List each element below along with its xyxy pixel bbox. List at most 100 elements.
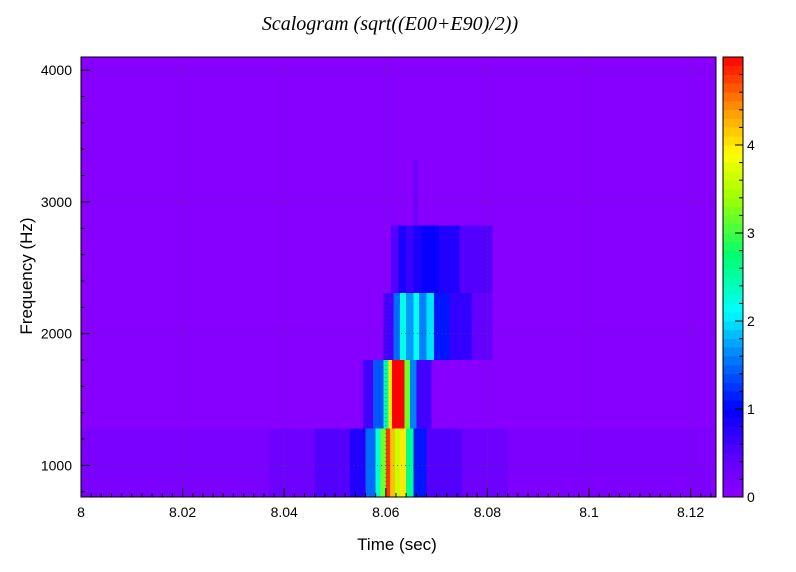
colorbar-tick-label: 1: [747, 401, 755, 417]
colorbar-swatch: [723, 461, 743, 471]
heatmap-cell: [385, 428, 390, 497]
colorbar-swatch: [723, 268, 743, 278]
heatmap-cell: [418, 292, 427, 360]
colorbar-swatch: [723, 74, 743, 84]
heatmap-cell: [406, 428, 414, 497]
colorbar-swatch: [723, 224, 743, 234]
colorbar-swatch: [723, 127, 743, 137]
heatmap-cell: [314, 428, 351, 497]
heatmap-cell: [268, 428, 315, 497]
colorbar-swatch: [723, 312, 743, 322]
heatmap-cell: [462, 428, 508, 497]
heatmap-cell: [416, 359, 432, 429]
y-tick-label: 4000: [41, 62, 72, 78]
colorbar-swatch: [723, 409, 743, 419]
heatmap-cell: [365, 428, 376, 497]
x-tick-label: 8.12: [677, 504, 704, 520]
colorbar-swatch: [723, 136, 743, 146]
heatmap-cell: [426, 292, 435, 360]
colorbar-swatch: [723, 162, 743, 172]
heatmap-cells: [81, 57, 716, 497]
heatmap-cell: [81, 428, 269, 497]
colorbar-ticks: 0 1 2 3 4: [735, 56, 755, 505]
heatmap-cell: [391, 359, 405, 429]
x-tick-label: 8.06: [372, 504, 399, 520]
heatmap-cell: [375, 428, 381, 497]
colorbar-swatch: [723, 382, 743, 392]
heatmap-cell: [400, 428, 407, 497]
colorbar-swatch: [723, 338, 743, 348]
colorbar-swatch: [723, 277, 743, 287]
colorbar-swatch: [723, 294, 743, 304]
heatmap-cell: [362, 359, 374, 429]
heatmap-cell: [439, 225, 460, 293]
colorbar-swatch: [723, 118, 743, 128]
colorbar-swatch: [723, 285, 743, 295]
colorbar-tick-label: 2: [747, 313, 755, 329]
colorbar-swatch: [723, 197, 743, 207]
colorbar-swatch: [723, 233, 743, 243]
colorbar-swatch: [723, 479, 743, 489]
heatmap-cell: [413, 225, 422, 293]
colorbar-swatch: [723, 145, 743, 155]
grid-lines: [81, 57, 716, 497]
colorbar-swatch: [723, 153, 743, 163]
heatmap-cell: [389, 428, 395, 497]
colorbar-swatch: [723, 470, 743, 480]
colorbar-swatch: [723, 241, 743, 251]
heatmap-cell: [394, 428, 401, 497]
heatmap-cell: [406, 225, 414, 293]
heatmap-cell: [507, 428, 711, 497]
plot-frame: [80, 56, 717, 498]
heatmap-cell: [406, 292, 414, 360]
colorbar-swatch: [723, 215, 743, 225]
heatmap-cell: [413, 292, 419, 360]
heatmap-cell: [383, 292, 394, 360]
heatmap-cell: [426, 428, 462, 497]
colorbar-swatch: [723, 329, 743, 339]
colorbar-tick-label: 3: [747, 225, 755, 241]
heatmap-cell: [410, 359, 417, 429]
colorbar-swatch: [723, 101, 743, 111]
heatmap-cell: [472, 292, 493, 360]
heatmap-cell: [388, 359, 392, 429]
colorbar-swatch: [723, 303, 743, 313]
heatmap-cell: [390, 225, 399, 293]
colorbar-frame: [722, 56, 744, 498]
colorbar-swatch: [723, 171, 743, 181]
colorbar-swatch: [723, 189, 743, 199]
colorbar: [723, 57, 743, 498]
colorbar-tick-label: 0: [747, 489, 755, 505]
y-tick-label: 2000: [41, 326, 72, 342]
colorbar-swatch: [723, 453, 743, 463]
colorbar-swatch: [723, 180, 743, 190]
colorbar-swatch: [723, 488, 743, 498]
chart-title: Scalogram (sqrt((E00+E90)/2)): [262, 13, 519, 35]
y-tick-label: 1000: [41, 457, 72, 473]
colorbar-swatch: [723, 65, 743, 75]
heatmap-cell: [434, 292, 450, 360]
colorbar-swatch: [723, 426, 743, 436]
colorbar-swatch: [723, 373, 743, 383]
heatmap-cell: [380, 428, 386, 497]
y-axis-ticks: 1000 2000 3000 4000: [41, 62, 90, 493]
colorbar-swatch: [723, 391, 743, 401]
y-axis-label: Frequency (Hz): [17, 217, 36, 334]
heatmap-cell: [421, 225, 440, 293]
colorbar-swatch: [723, 400, 743, 410]
colorbar-swatch: [723, 365, 743, 375]
x-tick-label: 8: [77, 504, 85, 520]
heatmap-cell: [350, 428, 366, 497]
colorbar-swatch: [723, 259, 743, 269]
heatmap-cell: [400, 292, 407, 360]
heatmap-cell: [393, 292, 401, 360]
heatmap-cell: [373, 359, 384, 429]
heatmap-cell: [459, 225, 493, 293]
y-tick-label: 3000: [41, 194, 72, 210]
colorbar-swatch: [723, 92, 743, 102]
x-tick-label: 8.04: [271, 504, 298, 520]
colorbar-swatch: [723, 417, 743, 427]
colorbar-swatch: [723, 347, 743, 357]
colorbar-swatch: [723, 57, 743, 67]
